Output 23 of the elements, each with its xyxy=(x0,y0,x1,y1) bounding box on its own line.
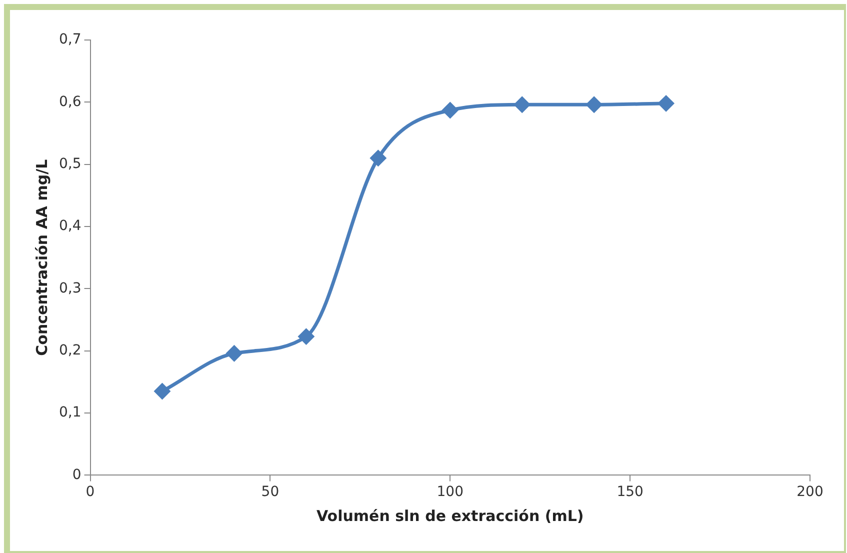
point xyxy=(226,346,242,362)
y-tick-label: 0 xyxy=(72,466,82,483)
point xyxy=(514,96,530,112)
x-tick-label: 100 xyxy=(436,484,464,500)
point xyxy=(370,150,386,166)
y-axis-title: Concentración AA mg/L xyxy=(32,158,51,356)
point xyxy=(658,96,674,112)
x-tick-label: 200 xyxy=(796,484,824,500)
x-tick-label: 150 xyxy=(616,484,644,500)
x-tick-label: 50 xyxy=(261,484,280,500)
point xyxy=(442,102,458,118)
y-tick-label: 0,3 xyxy=(59,280,82,296)
point xyxy=(298,328,314,344)
y-tick-label: 0,4 xyxy=(59,218,82,234)
y-tick-label: 0,7 xyxy=(59,32,82,48)
y-tick-label: 0,5 xyxy=(59,156,82,172)
x-tick-label: 0 xyxy=(86,484,95,500)
x-axis-title: Volumén sln de extracción (mL) xyxy=(316,506,584,525)
point xyxy=(154,384,170,400)
y-tick-label: 0,1 xyxy=(59,404,82,421)
point xyxy=(586,96,602,112)
y-tick-label: 0,6 xyxy=(59,94,82,110)
y-tick-label: 0,2 xyxy=(59,342,82,358)
